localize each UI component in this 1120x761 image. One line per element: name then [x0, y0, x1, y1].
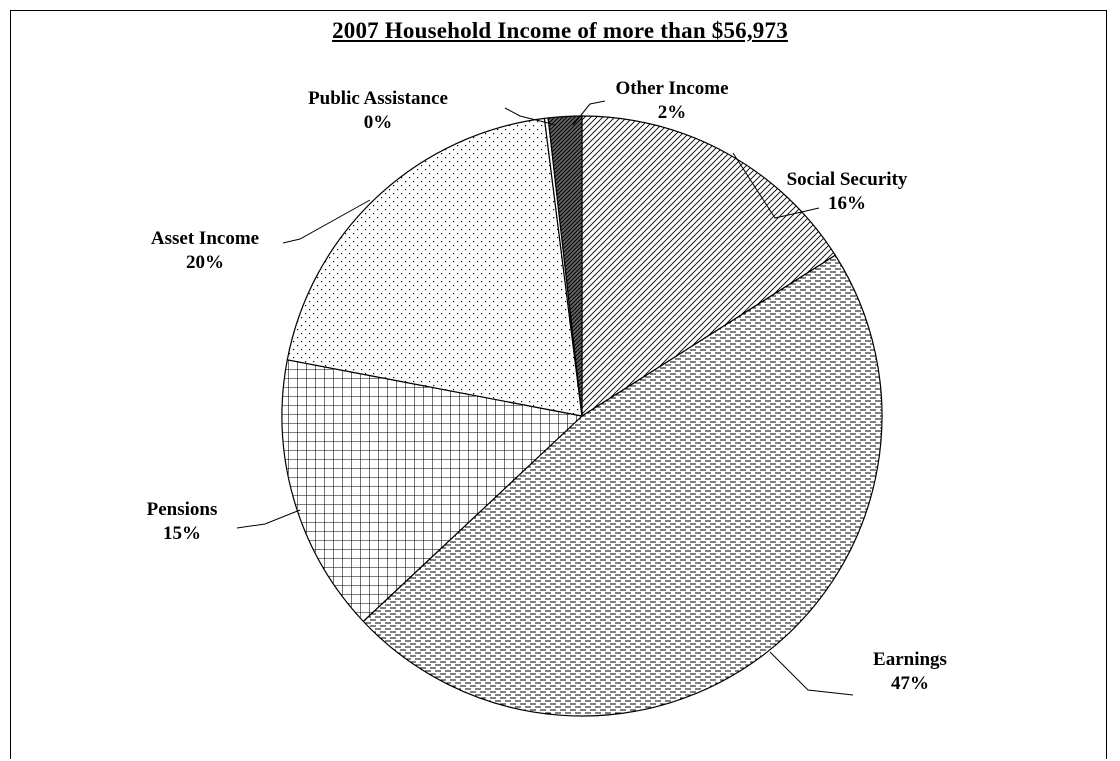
slice-percent-asset-income: 20%: [186, 252, 224, 273]
leader-line-asset-income: [282, 199, 371, 244]
chart-title: 2007 Household Income of more than $56,9…: [332, 18, 788, 43]
leader-line-pensions: [236, 509, 301, 529]
slice-percent-earnings: 47%: [891, 673, 929, 694]
slice-percent-public-assistance: 0%: [364, 112, 393, 133]
leader-lines: [236, 100, 854, 696]
slice-label-asset-income: Asset Income: [151, 228, 259, 249]
slice-label-other-income: Other Income: [615, 78, 728, 99]
leader-line-other-income: [572, 100, 606, 126]
pie-slice-other-income: [547, 115, 583, 417]
leader-line-public-assistance: [504, 107, 557, 126]
pie-slice-asset-income: [286, 117, 583, 417]
slice-label-pensions: Pensions: [147, 499, 218, 520]
slice-label-public-assistance: Public Assistance: [308, 88, 448, 109]
pie-slice-pensions: [281, 359, 584, 623]
pie-slice-social-security: [581, 115, 837, 418]
pie-slices: [281, 115, 883, 717]
slice-percent-pensions: 15%: [163, 523, 201, 544]
slice-percent-other-income: 2%: [658, 102, 687, 123]
leader-line-social-security: [732, 152, 820, 219]
slice-percent-social-security: 16%: [828, 193, 866, 214]
leader-line-earnings: [769, 651, 854, 696]
slice-label-earnings: Earnings: [873, 649, 947, 670]
pie-slice-earnings: [362, 254, 883, 717]
slice-label-social-security: Social Security: [787, 169, 908, 190]
slice-labels: Social Security 16% Earnings 47% Pensions 15%…: [147, 78, 947, 694]
